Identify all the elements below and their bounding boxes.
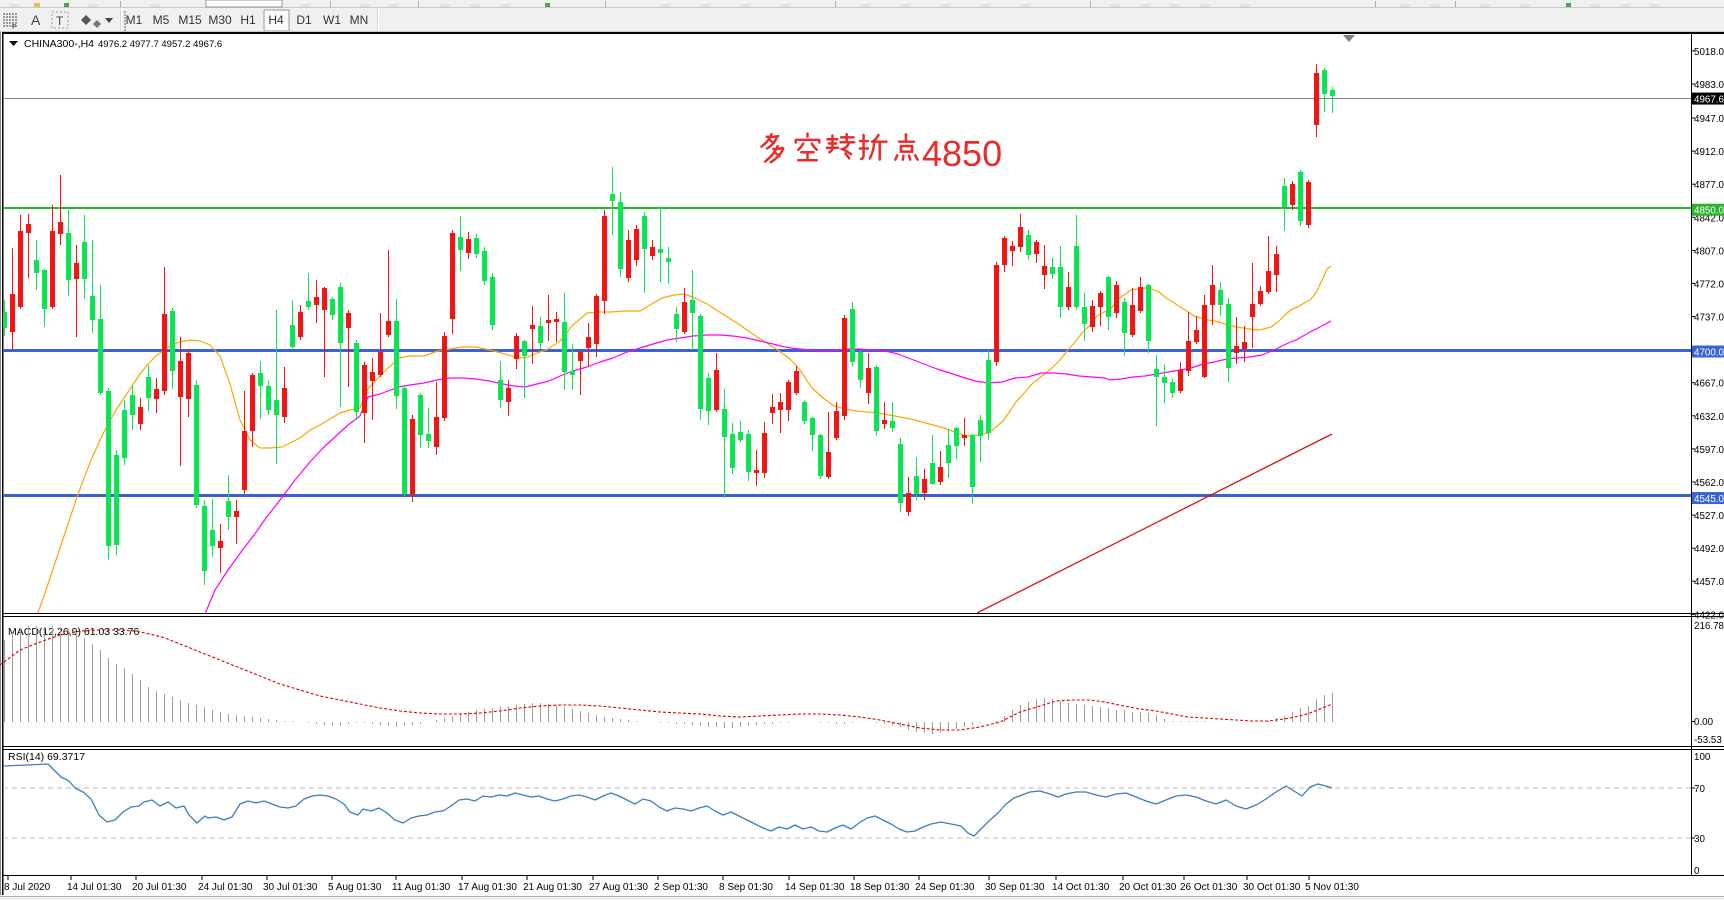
svg-text:4597.0: 4597.0: [1694, 445, 1724, 456]
svg-text:4457.0: 4457.0: [1694, 577, 1724, 588]
svg-text:W1: W1: [323, 13, 341, 27]
svg-text:4850.0: 4850.0: [1694, 206, 1724, 217]
svg-text:11 Aug 01:30: 11 Aug 01:30: [392, 882, 451, 893]
svg-text:4667.0: 4667.0: [1694, 379, 1724, 390]
svg-text:4850: 4850: [922, 133, 1002, 174]
svg-text:100: 100: [1694, 752, 1711, 763]
svg-text:D1: D1: [296, 13, 312, 27]
svg-text:4983.0: 4983.0: [1694, 80, 1724, 91]
svg-text:2 Sep 01:30: 2 Sep 01:30: [654, 882, 708, 893]
svg-text:14 Oct 01:30: 14 Oct 01:30: [1052, 882, 1110, 893]
svg-text:24 Jul 01:30: 24 Jul 01:30: [198, 882, 253, 893]
svg-text:5018.0: 5018.0: [1694, 47, 1724, 58]
svg-text:21 Aug 01:30: 21 Aug 01:30: [523, 882, 582, 893]
svg-text:5 Nov 01:30: 5 Nov 01:30: [1305, 882, 1359, 893]
svg-text:4807.0: 4807.0: [1694, 246, 1724, 257]
svg-text:70: 70: [1694, 784, 1705, 795]
svg-text:4967.6: 4967.6: [1694, 95, 1724, 106]
svg-text:4527.0: 4527.0: [1694, 511, 1724, 522]
svg-text:4842.0: 4842.0: [1694, 213, 1724, 224]
svg-text:4562.0: 4562.0: [1694, 478, 1724, 489]
svg-text:216.78: 216.78: [1694, 621, 1724, 632]
svg-text:4737.0: 4737.0: [1694, 313, 1724, 324]
svg-text:30 Jul 01:30: 30 Jul 01:30: [263, 882, 318, 893]
svg-text:MN: MN: [350, 13, 369, 27]
svg-text:4492.0: 4492.0: [1694, 544, 1724, 555]
svg-text:4772.0: 4772.0: [1694, 279, 1724, 290]
svg-text:4877.0: 4877.0: [1694, 180, 1724, 191]
svg-text:RSI(14) 69.3717: RSI(14) 69.3717: [8, 751, 85, 763]
svg-text:0: 0: [1694, 866, 1700, 877]
svg-text:H1: H1: [240, 13, 256, 27]
svg-text:-53.53: -53.53: [1694, 735, 1722, 746]
svg-text:5 Aug 01:30: 5 Aug 01:30: [328, 882, 382, 893]
svg-text:24 Sep 01:30: 24 Sep 01:30: [915, 882, 975, 893]
svg-text:M15: M15: [178, 13, 202, 27]
svg-text:M5: M5: [153, 13, 170, 27]
svg-text:H4: H4: [268, 13, 284, 27]
svg-text:4545.0: 4545.0: [1694, 494, 1724, 505]
svg-text:4632.0: 4632.0: [1694, 412, 1724, 423]
svg-text:30 Sep 01:30: 30 Sep 01:30: [985, 882, 1045, 893]
svg-text:0.00: 0.00: [1694, 717, 1714, 728]
svg-text:18 Sep 01:30: 18 Sep 01:30: [850, 882, 910, 893]
svg-text:20 Jul 01:30: 20 Jul 01:30: [132, 882, 187, 893]
svg-text:20 Oct 01:30: 20 Oct 01:30: [1119, 882, 1177, 893]
svg-text:M1: M1: [126, 13, 143, 27]
svg-text:26 Oct 01:30: 26 Oct 01:30: [1180, 882, 1238, 893]
svg-text:17 Aug 01:30: 17 Aug 01:30: [458, 882, 517, 893]
svg-text:8 Sep 01:30: 8 Sep 01:30: [719, 882, 773, 893]
svg-text:4947.0: 4947.0: [1694, 114, 1724, 125]
svg-text:F: F: [12, 24, 16, 31]
svg-text:CHINA300-,H4: CHINA300-,H4: [24, 38, 94, 50]
svg-text:14 Jul 01:30: 14 Jul 01:30: [67, 882, 122, 893]
svg-text:30 Oct 01:30: 30 Oct 01:30: [1243, 882, 1301, 893]
svg-text:4912.0: 4912.0: [1694, 147, 1724, 158]
svg-text:4422.0: 4422.0: [1694, 610, 1724, 621]
svg-text:T: T: [56, 14, 64, 28]
svg-text:30: 30: [1694, 834, 1705, 845]
svg-text:8 Jul 2020: 8 Jul 2020: [4, 882, 51, 893]
svg-text:4976.2 4977.7 4957.2 4967.6: 4976.2 4977.7 4957.2 4967.6: [98, 39, 222, 50]
svg-text:A: A: [31, 12, 41, 28]
svg-text:14 Sep 01:30: 14 Sep 01:30: [785, 882, 845, 893]
svg-text:M30: M30: [208, 13, 232, 27]
svg-text:4700.0: 4700.0: [1694, 348, 1724, 359]
svg-text:27 Aug 01:30: 27 Aug 01:30: [589, 882, 648, 893]
